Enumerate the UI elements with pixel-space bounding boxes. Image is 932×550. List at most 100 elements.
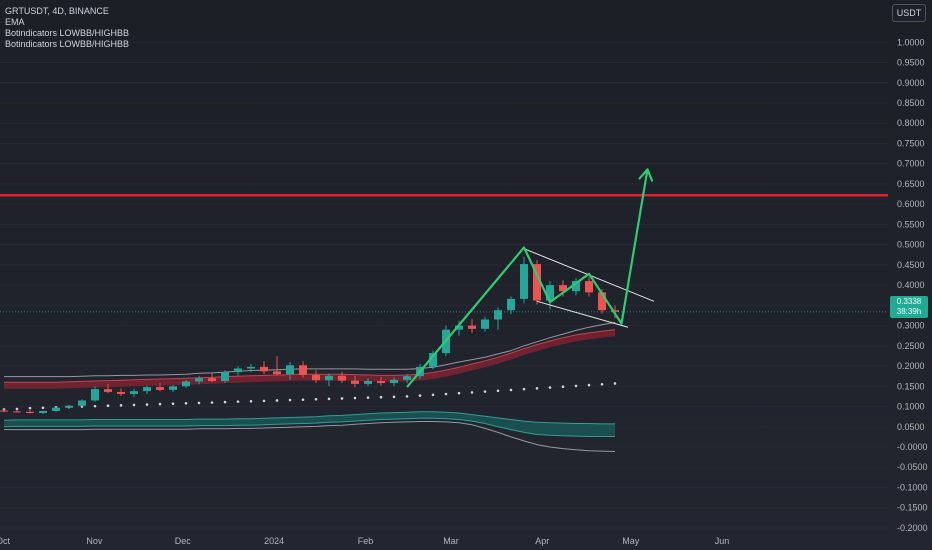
- candle-body: [507, 298, 515, 311]
- legend-ema[interactable]: EMA: [5, 17, 25, 27]
- projection-arrowhead: [638, 168, 654, 182]
- candle-body: [91, 389, 99, 401]
- indicator-dot: [548, 386, 552, 389]
- indicator-dot: [184, 401, 188, 405]
- candle-body: [455, 325, 463, 330]
- x-axis-label: Apr: [535, 536, 549, 546]
- y-axis-label: 0.1500: [897, 381, 925, 391]
- indicator-dot: [314, 397, 318, 401]
- candle-body: [520, 264, 528, 299]
- candle-body: [247, 366, 255, 369]
- candle-body: [208, 378, 216, 382]
- indicator-dot: [405, 395, 409, 398]
- candle-body: [494, 310, 502, 320]
- indicator-dot: [275, 399, 279, 402]
- indicator-dot: [249, 399, 253, 403]
- y-axis-label: 0.6000: [897, 199, 925, 209]
- candle-body: [117, 391, 125, 394]
- lower-gray-line: [4, 421, 616, 452]
- indicator-dot: [418, 394, 422, 397]
- x-axis-label: May: [622, 536, 640, 546]
- candle-body: [156, 387, 164, 390]
- y-axis-label: -0.1500: [897, 503, 928, 513]
- y-axis-label: 0.3000: [897, 321, 925, 331]
- x-axis-label: Dec: [175, 536, 192, 546]
- indicator-dot: [119, 404, 123, 407]
- candle-body: [286, 365, 294, 375]
- x-axis-label: Jun: [715, 536, 730, 546]
- candle-body: [104, 389, 112, 392]
- y-axis-label: -0.2000: [897, 523, 928, 533]
- candle-body: [546, 285, 554, 301]
- lower-band: [4, 411, 615, 437]
- y-axis-label: 0.7000: [897, 159, 925, 169]
- y-axis-label: 0.2000: [897, 361, 925, 371]
- candle-body: [481, 319, 489, 329]
- candle-body: [221, 372, 229, 382]
- x-axis-label: 2024: [264, 536, 284, 546]
- candle-body: [598, 292, 606, 311]
- candle-body: [390, 379, 398, 384]
- y-axis-label: 0.8000: [897, 118, 925, 128]
- candle-body: [260, 366, 268, 372]
- lower-band-bottom-line: [3, 417, 615, 437]
- y-axis-label: -0.0000: [897, 442, 928, 452]
- candle-body: [143, 387, 151, 392]
- indicator-dot: [496, 389, 500, 393]
- y-axis-label: 0.9500: [897, 58, 925, 68]
- indicator-dot: [457, 391, 461, 395]
- ema-line: [4, 321, 616, 378]
- legend-indicator-1[interactable]: Botindicators LOWBB/HIGHBB: [5, 28, 130, 38]
- candle-body: [65, 405, 73, 408]
- candle-body: [403, 376, 411, 380]
- last-price-label: 0.3338 38:39h: [890, 296, 928, 318]
- indicator-dot: [470, 391, 474, 394]
- legend-symbol[interactable]: GRTUSDT, 4D, BINANCE: [5, 6, 109, 16]
- last-price-countdown: 38:39h: [896, 307, 922, 316]
- candle-body: [195, 378, 203, 382]
- indicator-dot: [93, 404, 97, 408]
- indicator-dot: [379, 395, 383, 399]
- y-axis-label: -0.0500: [897, 462, 928, 472]
- indicator-dot: [353, 396, 357, 400]
- indicator-dot: [158, 402, 162, 406]
- y-axis-label: 1.0000: [897, 37, 925, 47]
- indicator-dot: [106, 404, 110, 408]
- indicator-dot: [509, 388, 513, 392]
- indicator-dot: [223, 400, 227, 404]
- candle-body: [559, 285, 567, 292]
- chart-legend: GRTUSDT, 4D, BINANCE EMA Botindicators L…: [5, 6, 129, 50]
- currency-button[interactable]: USDT: [892, 4, 926, 22]
- candle-body: [312, 374, 320, 381]
- y-axis-label: 0.6500: [897, 179, 925, 189]
- candle-body: [26, 411, 34, 414]
- indicator-dot: [587, 383, 591, 387]
- indicator-dot: [561, 385, 565, 389]
- candle-body: [533, 264, 541, 301]
- channel-bottom-line: [536, 300, 629, 328]
- candle-body: [39, 410, 47, 414]
- candle-body: [351, 380, 359, 384]
- candle-body: [572, 281, 580, 292]
- candle-body: [130, 391, 138, 394]
- indicator-dot: [145, 403, 149, 406]
- x-axis-label: Oct: [0, 536, 10, 546]
- candle-body: [182, 381, 190, 387]
- candle-body: [52, 407, 60, 411]
- candle-body: [234, 368, 242, 373]
- legend-indicator-2[interactable]: Botindicators LOWBB/HIGHBB: [5, 39, 130, 49]
- candle-body: [338, 375, 346, 381]
- indicator-dot: [535, 387, 539, 390]
- indicator-dot: [41, 406, 45, 410]
- upper-band-top-line: [4, 329, 616, 383]
- indicator-dot: [600, 382, 604, 386]
- candle-body: [13, 411, 21, 413]
- indicator-dot: [262, 399, 266, 403]
- indicator-dot: [80, 405, 84, 408]
- y-axis-label: 0.9000: [897, 78, 925, 88]
- candle-body: [364, 381, 372, 384]
- candle-body: [611, 310, 619, 312]
- projection-arrow: [406, 169, 649, 388]
